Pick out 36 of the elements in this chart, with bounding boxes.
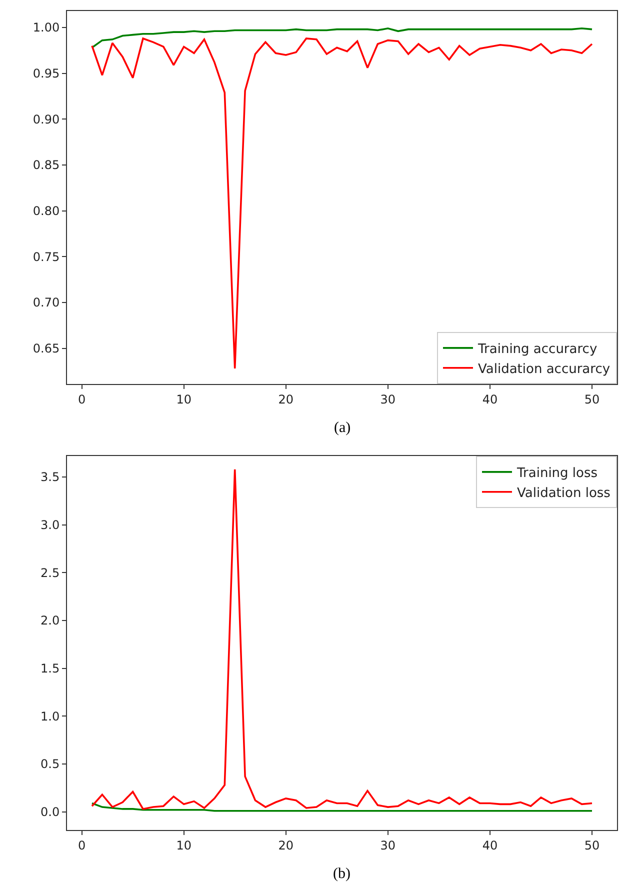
line-series — [91, 802, 593, 812]
y-tick-label: 0.5 — [40, 757, 60, 772]
y-tick-label: 0.85 — [32, 158, 60, 172]
legend-label: Training loss — [516, 466, 598, 482]
y-tick-label: 2.0 — [40, 614, 60, 628]
y-tick-label: 0.70 — [32, 296, 60, 310]
y-tick-label: 1.5 — [40, 662, 60, 676]
x-tick-label: 0 — [78, 838, 86, 852]
x-tick-label: 20 — [278, 838, 294, 852]
x-tick-label: 50 — [584, 392, 600, 406]
x-tick-label: 20 — [278, 392, 294, 406]
legend-label: Validation accurarcy — [478, 362, 610, 377]
text: (b) — [333, 866, 350, 882]
legend-label: Validation loss — [517, 486, 611, 501]
x-tick-label: 10 — [176, 392, 192, 406]
x-tick-label: 30 — [380, 392, 396, 406]
y-tick-label: 0.75 — [32, 250, 60, 264]
line-series — [91, 28, 593, 49]
x-tick-label: 40 — [482, 392, 498, 406]
y-tick-label: 3.0 — [40, 518, 60, 532]
y-tick-label: 0.95 — [32, 66, 60, 81]
x-tick-label: 30 — [380, 838, 396, 852]
y-tick-label: 1.00 — [32, 20, 60, 35]
y-tick-label: 3.5 — [40, 470, 60, 484]
y-tick-label: 0.80 — [32, 204, 60, 218]
x-tick-label: 0 — [78, 392, 86, 406]
x-tick-label: 50 — [584, 838, 600, 852]
y-tick-label: 0.0 — [40, 805, 60, 820]
x-tick-label: 10 — [176, 838, 192, 852]
x-tick-label: 40 — [482, 838, 498, 852]
y-tick-label: 0.90 — [32, 112, 60, 126]
y-tick-label: 2.5 — [40, 566, 60, 580]
y-tick-label: 0.65 — [32, 341, 60, 356]
y-tick-label: 1.0 — [40, 709, 60, 724]
legend-label: Training accurarcy — [477, 342, 598, 358]
text: (a) — [334, 420, 351, 436]
